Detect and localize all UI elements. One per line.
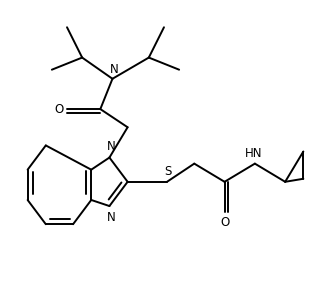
Text: HN: HN (244, 147, 262, 160)
Text: N: N (107, 211, 115, 224)
Text: O: O (220, 216, 229, 229)
Text: O: O (54, 103, 63, 115)
Text: N: N (107, 140, 115, 153)
Text: N: N (110, 63, 118, 76)
Text: S: S (164, 165, 171, 178)
